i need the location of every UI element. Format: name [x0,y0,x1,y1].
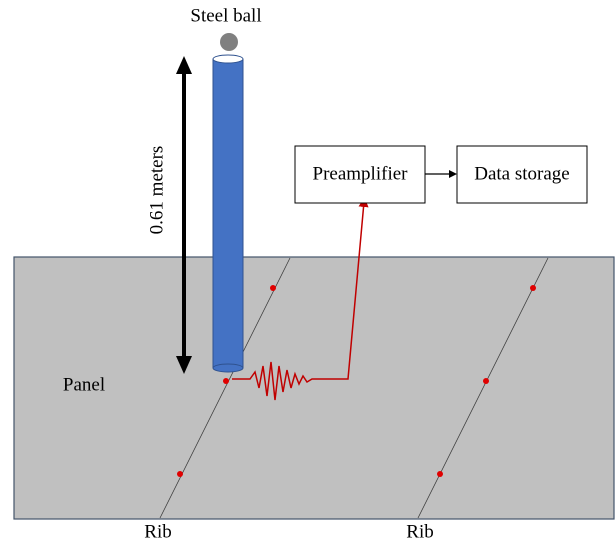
height-label: 0.61 meters [146,146,167,235]
data-storage-box [456,145,588,204]
signal-line [232,197,369,401]
drop-tube [212,54,244,373]
steel-ball-label: Steel ball [190,5,261,26]
steel-ball [220,33,238,51]
height-arrow [176,56,192,374]
panel-label: Panel [63,374,105,395]
rib-label: Rib [144,521,171,542]
preamplifier-label: Preamplifier [313,163,409,184]
data-storage-label: Data storage [474,163,569,184]
rib-label: Rib [406,521,433,542]
panel [13,256,615,520]
sensor-dots [177,285,536,477]
preamplifier-box [294,145,426,204]
